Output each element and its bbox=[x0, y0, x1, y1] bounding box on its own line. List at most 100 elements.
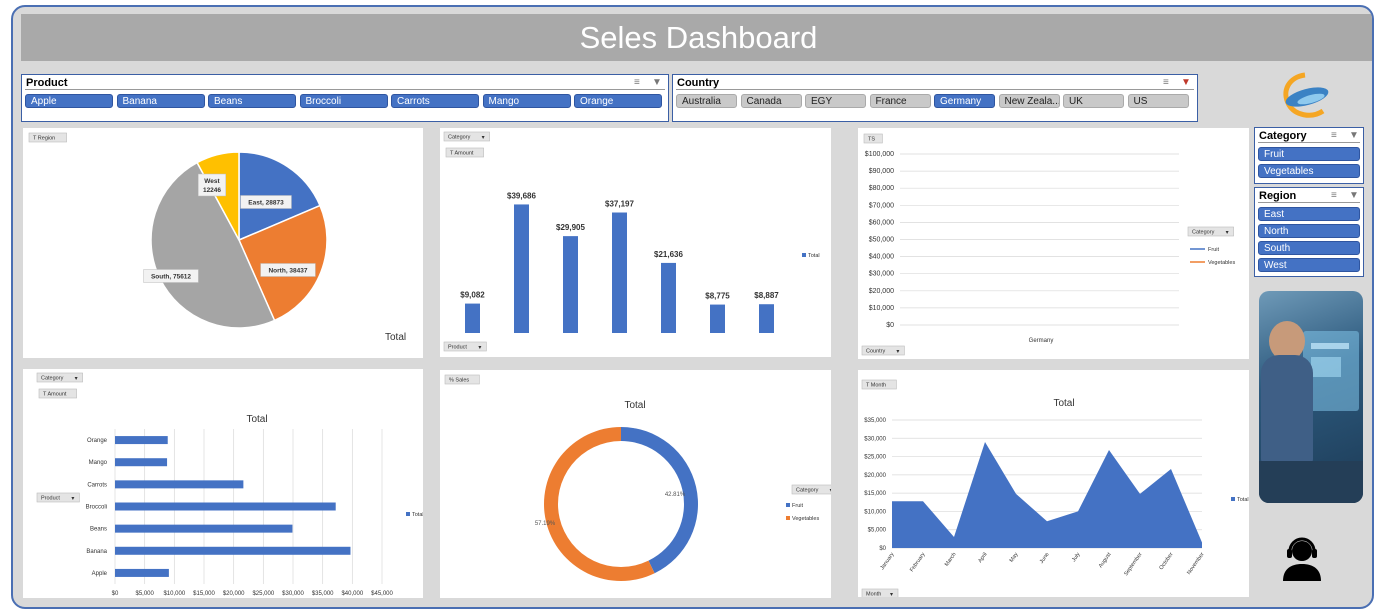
product-item-broccoli[interactable]: Broccoli bbox=[299, 94, 388, 108]
donut-data-label: 57.19% bbox=[535, 521, 556, 527]
y-tick-label: $0 bbox=[879, 546, 886, 552]
x-tick-label: August bbox=[1098, 551, 1113, 569]
sales-field-button[interactable]: % Sales bbox=[444, 374, 480, 385]
country-slicer-title: Country bbox=[677, 77, 720, 89]
country-axis-button[interactable]: Country ▾ bbox=[861, 345, 905, 356]
area-series-total bbox=[892, 441, 1202, 548]
region-item-south[interactable]: South bbox=[1258, 241, 1360, 255]
column-product-panel: Category ▾ T Amount Product ▾ $9,082 $39,686 $2… bbox=[440, 128, 831, 357]
x-tick-label: $5,000 bbox=[135, 591, 154, 597]
y-tick-label: $10,000 bbox=[864, 509, 886, 515]
field-button-label: Product bbox=[448, 345, 467, 351]
y-tick-label: $90,000 bbox=[869, 168, 894, 175]
category-item-fruit[interactable]: Fruit bbox=[1258, 147, 1360, 161]
category-field-button[interactable]: Category ▾ bbox=[36, 372, 83, 383]
field-button-label: Category bbox=[1192, 230, 1215, 236]
product-slicer-title: Product bbox=[26, 77, 68, 89]
month-axis-button[interactable]: Month ▾ bbox=[861, 588, 899, 599]
x-tick-label: November bbox=[1186, 552, 1206, 576]
region-field-button[interactable]: T Region bbox=[28, 132, 67, 143]
category-field-button[interactable]: Category ▾ bbox=[443, 131, 490, 142]
y-tick-label: $50,000 bbox=[869, 237, 894, 244]
field-button-bg bbox=[863, 133, 883, 144]
column-bar-beans bbox=[563, 236, 578, 333]
data-label-bg bbox=[240, 195, 292, 209]
support-agent-icon bbox=[1283, 537, 1321, 581]
field-button-bg bbox=[38, 388, 77, 399]
x-tick-label: October bbox=[1158, 552, 1174, 572]
country-item-new-zeala[interactable]: New Zeala... bbox=[998, 94, 1060, 108]
category-legend-button[interactable]: Category ▾ bbox=[791, 484, 838, 495]
legend-swatch bbox=[406, 512, 410, 516]
chevron-down-icon: ▾ bbox=[896, 349, 899, 355]
y-tick-label: $5,000 bbox=[868, 528, 887, 534]
pie-slice-1 bbox=[238, 204, 328, 322]
y-tick-label: $35,000 bbox=[864, 418, 886, 424]
category-item-vegetables[interactable]: Vegetables bbox=[1258, 164, 1360, 178]
product-item-apple[interactable]: Apple bbox=[25, 94, 113, 108]
x-tick-label: $15,000 bbox=[193, 591, 215, 597]
y-tick-label: $80,000 bbox=[869, 185, 894, 192]
clear-filter-icon[interactable]: ▼ bbox=[1181, 77, 1191, 88]
multi-select-icon[interactable]: ≡ bbox=[1331, 130, 1337, 141]
hbar-mango bbox=[115, 458, 168, 467]
clear-filter-icon[interactable]: ▼ bbox=[652, 77, 662, 88]
product-item-orange[interactable]: Orange bbox=[574, 94, 662, 108]
y-tick-label: Orange bbox=[87, 438, 108, 444]
field-button-bg bbox=[861, 379, 897, 390]
pie-data-label: East, 28873 bbox=[248, 200, 284, 207]
column-data-label: $21,636 bbox=[654, 250, 683, 259]
field-button-bg bbox=[36, 492, 80, 503]
category-legend-button[interactable]: Category ▾ bbox=[1187, 226, 1234, 237]
legend-label: Vegetables bbox=[792, 516, 819, 522]
hbar-orange bbox=[115, 436, 168, 445]
region-item-east[interactable]: East bbox=[1258, 207, 1360, 221]
product-item-beans[interactable]: Beans bbox=[208, 94, 296, 108]
product-item-mango[interactable]: Mango bbox=[482, 94, 571, 108]
y-tick-label: $40,000 bbox=[869, 254, 894, 261]
field-button-label: Country bbox=[866, 349, 886, 355]
field-button-bg bbox=[1187, 226, 1234, 237]
y-tick-label: $15,000 bbox=[864, 491, 886, 497]
chevron-down-icon: ▾ bbox=[71, 496, 74, 502]
product-axis-button[interactable]: Product ▾ bbox=[443, 341, 487, 352]
pie-data-label: West bbox=[204, 178, 220, 185]
multi-select-icon[interactable]: ≡ bbox=[634, 77, 640, 88]
multi-select-icon[interactable]: ≡ bbox=[1331, 190, 1337, 201]
region-item-north[interactable]: North bbox=[1258, 224, 1360, 238]
multi-select-icon[interactable]: ≡ bbox=[1163, 77, 1169, 88]
x-tick-label: May bbox=[1009, 552, 1020, 564]
product-item-banana[interactable]: Banana bbox=[116, 94, 205, 108]
pie-region-panel: T Region East, 28873 North, 38437 South, 75… bbox=[23, 128, 423, 358]
country-item-australia[interactable]: Australia bbox=[676, 94, 737, 108]
country-item-germany[interactable]: Germany bbox=[934, 94, 995, 108]
country-item-egy[interactable]: EGY bbox=[805, 94, 866, 108]
y-tick-label: $20,000 bbox=[864, 473, 886, 479]
product-item-carrots[interactable]: Carrots bbox=[391, 94, 479, 108]
month-field-button[interactable]: T Month bbox=[861, 379, 897, 390]
country-item-us[interactable]: US bbox=[1127, 94, 1189, 108]
country-item-canada[interactable]: Canada bbox=[740, 94, 802, 108]
x-tick-label: $0 bbox=[112, 591, 119, 597]
region-item-west[interactable]: West bbox=[1258, 258, 1360, 272]
y-tick-label: $25,000 bbox=[864, 455, 886, 461]
field-button-label: T Region bbox=[33, 136, 55, 142]
product-axis-button[interactable]: Product ▾ bbox=[36, 492, 80, 503]
line-country-panel: TS $100,000 $90,000 $80,000 $70,000 $60,000 $5… bbox=[858, 128, 1249, 359]
x-tick-label: $25,000 bbox=[252, 591, 274, 597]
legend-swatch-vegetables bbox=[786, 516, 790, 520]
chevron-down-icon: ▾ bbox=[890, 592, 893, 597]
country-item-uk[interactable]: UK bbox=[1063, 94, 1124, 108]
clear-filter-icon[interactable]: ▼ bbox=[1349, 130, 1359, 141]
y-tick-label: $10,000 bbox=[869, 305, 894, 312]
company-logo bbox=[1283, 72, 1329, 118]
amount-field-button[interactable]: T Amount bbox=[445, 147, 484, 158]
amount-field-button[interactable]: T Amount bbox=[38, 388, 77, 399]
ts-field-button[interactable]: TS bbox=[863, 133, 883, 144]
column-data-label: $37,197 bbox=[605, 200, 634, 209]
clear-filter-icon[interactable]: ▼ bbox=[1349, 190, 1359, 201]
column-data-label: $39,686 bbox=[507, 191, 536, 200]
country-item-france[interactable]: France bbox=[869, 94, 931, 108]
product-slicer: Product ≡ ▼ Apple Banana Beans Broccoli Carr… bbox=[21, 74, 669, 122]
x-tick-label: July bbox=[1071, 552, 1082, 564]
